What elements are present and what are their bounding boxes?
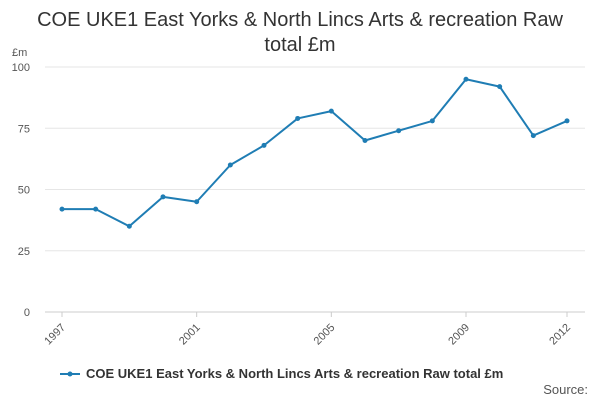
y-axis-tick-labels: 0 25 50 75 100 [12, 62, 30, 319]
data-point[interactable] [261, 142, 267, 148]
legend-label: COE UKE1 East Yorks & North Lincs Arts &… [86, 366, 504, 381]
x-axis-tick-labels: 1997 2001 2005 2009 2012 [42, 312, 573, 347]
series-line [62, 78, 568, 228]
series-group [59, 76, 570, 229]
data-point[interactable] [497, 84, 503, 90]
gridlines [45, 66, 585, 313]
x-tick-label: 1997 [42, 322, 68, 348]
x-tick-label: 2012 [547, 322, 573, 348]
data-point[interactable] [160, 194, 166, 200]
data-point[interactable] [463, 76, 469, 82]
y-tick-label: 0 [24, 307, 30, 319]
data-point[interactable] [295, 115, 301, 121]
y-tick-label: 25 [18, 246, 30, 258]
data-point[interactable] [530, 133, 536, 139]
y-axis-label: £m [12, 47, 27, 59]
x-tick-label: 2001 [177, 322, 203, 348]
data-point[interactable] [564, 118, 570, 124]
y-tick-label: 100 [12, 62, 30, 74]
data-point[interactable] [429, 118, 435, 124]
data-point[interactable] [59, 206, 65, 212]
data-point[interactable] [396, 128, 402, 134]
chart-title-line-1: COE UKE1 East Yorks & North Lincs Arts &… [37, 9, 563, 31]
source-label: Source: [543, 382, 588, 397]
data-point[interactable] [194, 199, 200, 205]
legend[interactable]: COE UKE1 East Yorks & North Lincs Arts &… [60, 366, 503, 381]
x-tick-label: 2009 [446, 322, 472, 348]
data-point[interactable] [328, 108, 334, 114]
y-tick-label: 50 [18, 185, 30, 197]
y-tick-label: 75 [18, 123, 30, 135]
legend-line-marker-icon [60, 371, 80, 376]
data-point[interactable] [126, 223, 132, 229]
data-point[interactable] [93, 206, 99, 212]
chart-title-line-2: total £m [264, 34, 336, 56]
data-point[interactable] [362, 138, 368, 143]
x-tick-label: 2005 [312, 322, 338, 348]
data-point[interactable] [227, 162, 233, 168]
chart-title: COE UKE1 East Yorks & North Lincs Arts &… [0, 8, 600, 58]
